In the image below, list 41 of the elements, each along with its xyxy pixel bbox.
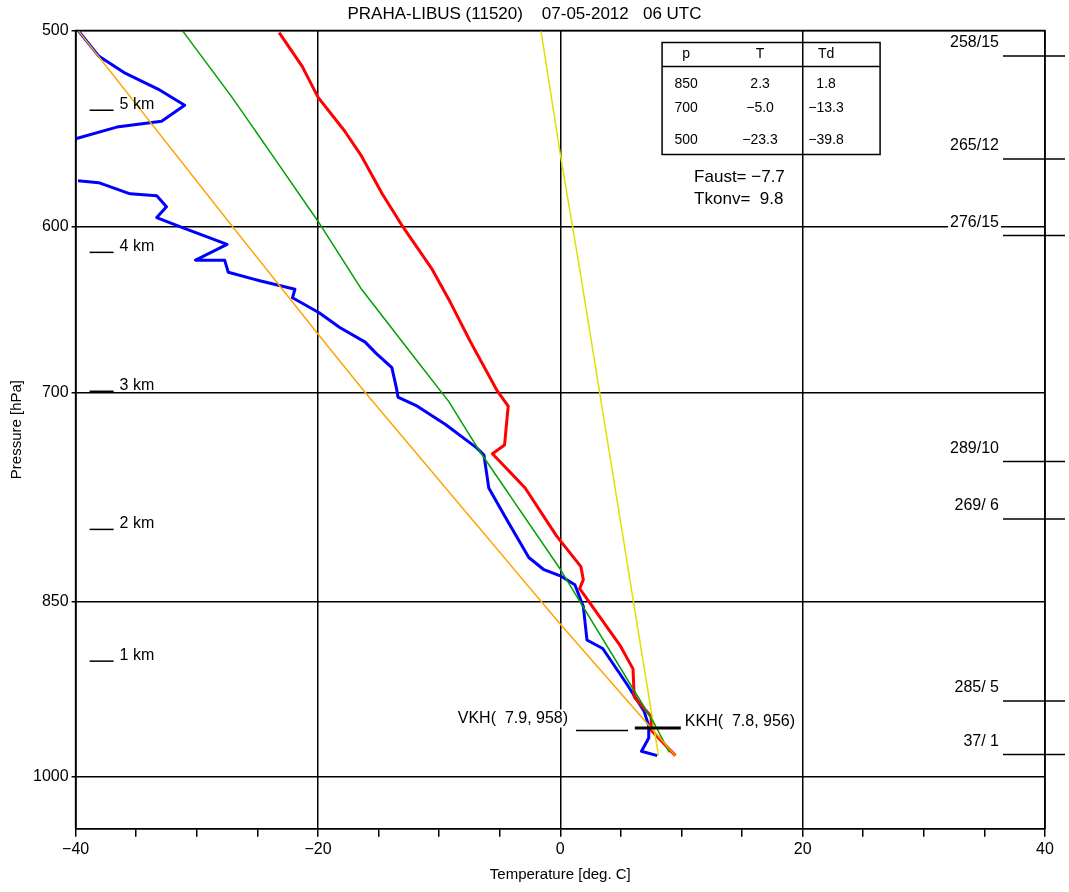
y-tick-label: 1000: [33, 766, 69, 784]
annotation: p: [682, 45, 691, 62]
x-tick-label: 0: [555, 839, 565, 857]
annotation: −23.3: [742, 131, 778, 148]
annotation: 700: [674, 99, 698, 116]
y-axis-title: Pressure [hPa]: [7, 379, 25, 480]
x-tick-label: −20: [304, 839, 332, 857]
y-tick-label: 600: [41, 217, 69, 234]
chart-title: PRAHA-LIBUS (11520) 07-05-2012 06 UTC: [347, 3, 702, 23]
x-tick-label: 40: [1036, 839, 1054, 857]
annotation: 850: [674, 75, 698, 92]
annotation: 4 km: [119, 236, 155, 254]
annotation: VKH( 7.9, 958): [457, 709, 569, 726]
annotation: KKH( 7.8, 956): [684, 712, 796, 730]
x-tick-label: 20: [793, 839, 812, 857]
annotation: 37/ 1: [963, 731, 1000, 749]
x-axis-title: Temperature [deg. C]: [489, 865, 631, 883]
annotation: 2 km: [119, 513, 155, 531]
annotation: 2.3: [750, 75, 771, 92]
annotation: 5 km: [119, 94, 155, 112]
y-tick-label: 700: [41, 382, 69, 400]
annotation: 258/15: [950, 33, 1000, 51]
annotation: 500: [674, 131, 698, 148]
annotation: −39.8: [808, 131, 844, 148]
y-tick-label: 500: [41, 20, 69, 38]
annotation: 1 km: [119, 645, 155, 663]
x-tick-label: −40: [62, 839, 90, 857]
annotation: Tkonv= 9.8: [694, 189, 784, 209]
annotation: −13.3: [808, 99, 844, 116]
annotation: −5.0: [746, 99, 775, 116]
annotation: 289/10: [950, 438, 1000, 456]
annotation: 269/ 6: [954, 496, 1000, 514]
annotation: 276/15: [950, 213, 1000, 230]
annotation: 1.8: [816, 75, 837, 92]
annotation: Td: [817, 45, 835, 62]
annotation: 265/12: [950, 136, 1000, 154]
annotation: 3 km: [119, 375, 155, 393]
annotation: 285/ 5: [954, 678, 1000, 696]
annotation: T: [755, 45, 765, 62]
annotation: Faust= −7.7: [694, 167, 785, 187]
y-tick-label: 850: [41, 591, 69, 609]
